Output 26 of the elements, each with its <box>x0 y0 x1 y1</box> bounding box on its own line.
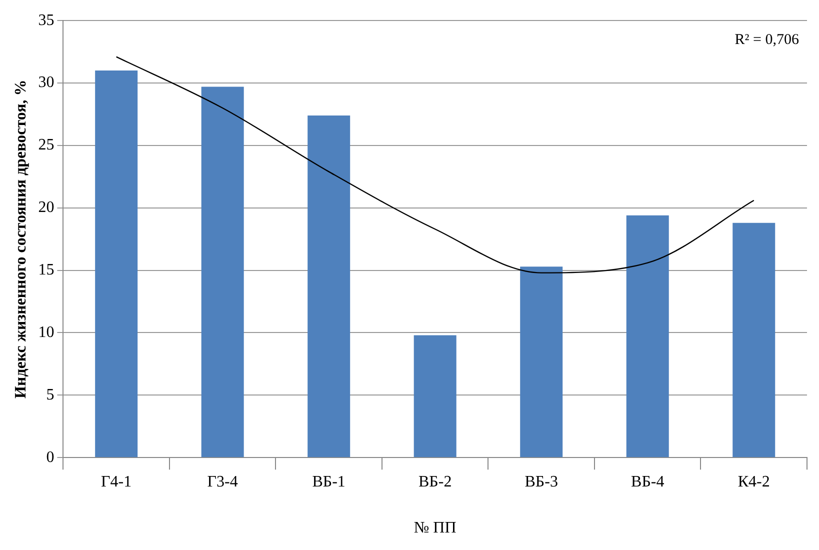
x-axis-title: № ПП <box>414 520 457 537</box>
y-tick-label: 15 <box>38 262 54 279</box>
bar <box>95 70 138 458</box>
y-tick-label: 5 <box>46 386 54 404</box>
x-tick-label: Г4-1 <box>101 473 132 490</box>
x-tick-label: ВБ-1 <box>312 473 346 490</box>
y-tick-label: 35 <box>38 12 54 29</box>
x-tick-label: ВБ-2 <box>418 473 452 490</box>
x-tick-label: ВБ-3 <box>524 473 558 490</box>
y-tick-label: 10 <box>38 324 54 341</box>
x-tick-label: К4-2 <box>738 473 770 490</box>
bar <box>732 222 776 458</box>
bar <box>520 266 563 458</box>
annotation: R² = 0,706 <box>734 32 800 48</box>
line-series <box>116 56 754 274</box>
y-tick-label: 20 <box>38 199 54 216</box>
bar <box>201 86 244 458</box>
x-tick-label: ВБ-4 <box>631 473 664 490</box>
y-axis-title: Индекс жизненного состояния древостоя, % <box>12 80 30 398</box>
y-tick-label: 0 <box>46 448 54 466</box>
bar <box>626 215 669 458</box>
bar <box>308 115 350 458</box>
y-tick-label: 25 <box>38 136 54 154</box>
y-tick-label: 30 <box>38 74 54 92</box>
x-tick-label: Г3-4 <box>207 473 238 490</box>
bar <box>414 335 456 458</box>
